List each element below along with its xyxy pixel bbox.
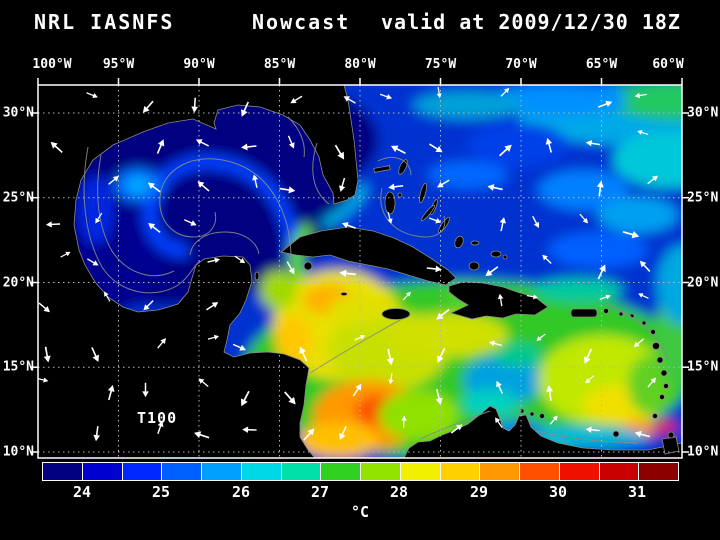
colorbar-segment [82,463,123,480]
colorbar-segments [42,462,679,481]
lesser-antilles [519,308,675,439]
colorbar-segment [43,463,83,480]
current-vector-arrows [38,86,659,442]
colorbar-segment [480,463,520,480]
colorbar-unit-label: °C [350,503,370,521]
colorbar-tick-label: 26 [231,483,251,501]
lat-label-right: 15°N [687,359,719,375]
lat-label-right: 20°N [687,275,719,290]
colorbar-tick-label: 29 [469,483,489,501]
lon-label: 80°W [344,57,376,72]
colorbar-segment [520,463,560,480]
cozumel [254,271,260,281]
lon-label: 85°W [263,57,296,72]
colorbar-segment [241,463,282,480]
model-title: NRL IASNFS [34,10,175,34]
lat-label-left: 10°N [2,444,34,460]
colorbar-tick-label: 31 [627,483,647,501]
lon-label: 60°W [652,57,684,72]
lat-label-right: 30°N [687,105,719,121]
colorbar-segment [361,463,401,480]
landmass [38,85,682,458]
colorbar-tick-label: 28 [389,483,409,501]
colorbar-segment [122,463,163,480]
hispaniola [448,281,549,320]
lat-label-left: 20°N [2,275,34,290]
lon-label: 100°W [32,57,72,72]
south-america [403,405,682,458]
colorbar-segment [162,463,202,480]
colorbar-segment [400,463,441,480]
contour-lines [83,116,669,444]
isla-juventud [303,261,313,271]
bahamas [373,159,508,271]
lon-label: 75°W [424,57,457,72]
lon-label: 90°W [183,57,215,72]
valid-time: valid at 2009/12/30 18Z [381,10,681,34]
colorbar-segment [559,463,600,480]
cayman [340,292,348,296]
field-annotation: T100 [137,409,178,427]
colorbar-tick-label: 25 [151,483,171,501]
lat-label-right: 25°N [687,190,719,206]
colorbar-segment [440,463,481,480]
colorbar-tick-label: 30 [548,483,568,501]
axis-ticks [31,78,689,453]
colorbar-segment [639,463,678,480]
lon-label: 70°W [505,57,537,72]
map-frame [31,78,689,459]
puerto-rico [570,308,598,318]
lon-label: 95°W [102,57,135,72]
lat-label-left: 25°N [2,190,34,206]
colorbar-tick-label: 27 [310,483,330,501]
lat-label-left: 15°N [2,359,34,375]
colorbar-tick-label: 24 [72,483,92,501]
jamaica [381,308,411,320]
colorbar-segment [321,463,361,480]
colorbar-segment [281,463,322,480]
lat-label-left: 30°N [2,105,34,121]
trinidad [661,436,680,455]
north-central-america [38,85,359,458]
lon-label: 65°W [585,57,618,72]
lat-label-right: 10°N [687,444,719,460]
colorbar-segment [202,463,242,480]
product-title: Nowcast [252,10,351,34]
colorbar-segment [599,463,640,480]
